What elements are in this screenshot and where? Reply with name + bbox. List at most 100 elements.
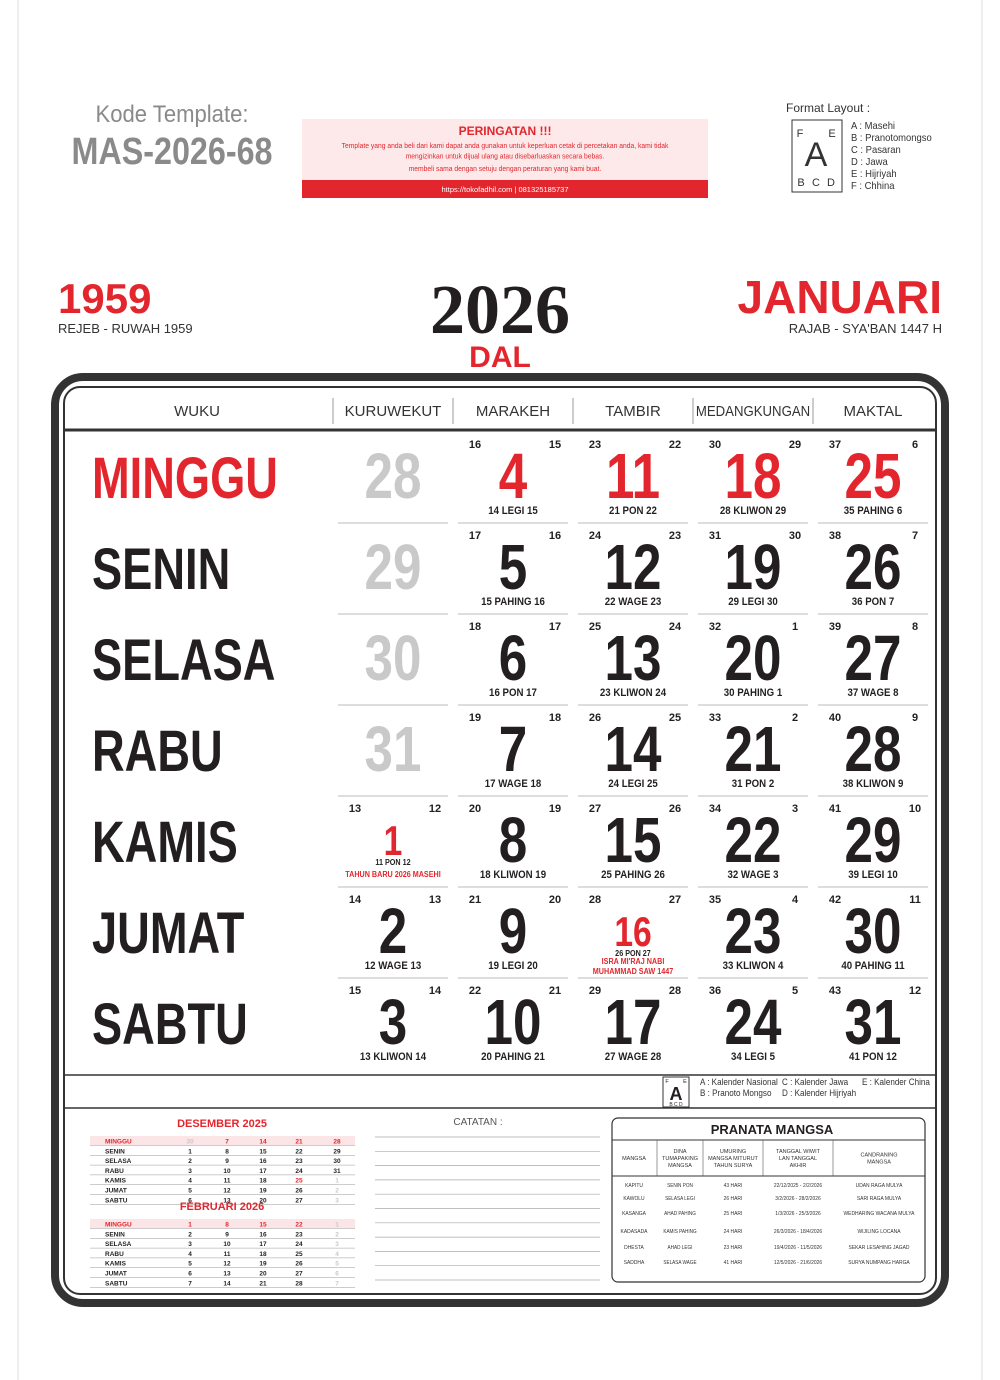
- hijri-day: 14: [349, 894, 362, 906]
- mini-date: 27: [295, 1271, 303, 1278]
- date: 23: [725, 897, 782, 968]
- legend-item: B : Pranoto Mongso: [700, 1088, 772, 1099]
- javanese-day: 7: [912, 530, 918, 542]
- mini-date: 1: [335, 1222, 339, 1229]
- header-label: TAMBIR: [605, 403, 661, 420]
- javanese-day: 16: [549, 530, 561, 542]
- mini-date: 5: [188, 1261, 192, 1268]
- mini-date: 4: [335, 1251, 339, 1258]
- mini-day: SELASA: [105, 1241, 132, 1248]
- date: 27: [845, 624, 902, 695]
- date: 6: [499, 624, 527, 695]
- javanese-day: 4: [792, 894, 799, 906]
- day-name: SELASA: [92, 629, 275, 694]
- javanese-day: 28: [669, 985, 681, 997]
- mini-day: JUMAT: [105, 1271, 127, 1278]
- mini-date: 26: [295, 1261, 303, 1268]
- date: 11: [606, 442, 660, 513]
- date: 3: [379, 988, 407, 1059]
- header-label: MARAKEH: [476, 403, 550, 420]
- year: 2026: [430, 272, 570, 349]
- pasaran: 29 LEGI 30: [728, 597, 778, 609]
- format-legend: A : Masehi: [851, 121, 895, 133]
- pasaran: 13 KLIWON 14: [360, 1052, 426, 1064]
- mini-date: 8: [225, 1148, 229, 1155]
- pranata-header: CANDRANING: [861, 1153, 898, 1159]
- pranata-cell: SEKAR LESAHING JAGAD: [849, 1245, 910, 1251]
- date: 15: [605, 806, 662, 877]
- pasaran: 19 LEGI 20: [488, 961, 538, 973]
- mini-date: 19: [259, 1188, 267, 1195]
- mini-date: 22: [295, 1148, 303, 1155]
- javanese-day: 22: [669, 439, 681, 451]
- pranata-cell: 3/2/2026 - 28/2/2026: [775, 1196, 821, 1202]
- date: 12: [605, 533, 662, 604]
- hijri-day: 17: [469, 530, 481, 542]
- hijri-day: 20: [469, 803, 481, 815]
- mini-day: RABU: [105, 1251, 124, 1258]
- date: 4: [499, 442, 527, 513]
- pasaran: 20 PAHING 21: [481, 1052, 545, 1064]
- mini-date: 29: [333, 1148, 341, 1155]
- pranata-cell: 25 HARI: [724, 1211, 743, 1217]
- mini-date: 12: [223, 1188, 231, 1195]
- mini-date: 2: [335, 1188, 339, 1195]
- notes-label: CATATAN :: [453, 1117, 502, 1128]
- javanese-day: 3: [792, 803, 798, 815]
- pranata-header: MANGSA MITURUT: [708, 1156, 758, 1162]
- hijri-day: 32: [709, 621, 721, 633]
- holiday-note: ISRA MI'RAJ NABI: [602, 957, 665, 966]
- javanese-day: 1: [792, 621, 798, 633]
- pasaran: 41 PON 12: [849, 1052, 897, 1064]
- day-name: MINGGU: [92, 447, 278, 512]
- day-name: SABTU: [92, 993, 248, 1058]
- pranata-cell: KADASADA: [621, 1229, 648, 1235]
- pranata-cell: SELASA WAGE: [663, 1260, 697, 1266]
- mini-date: 23: [295, 1158, 303, 1165]
- warning-bar: [302, 180, 708, 198]
- header-label: MAKTAL: [844, 403, 903, 420]
- javanese-day: 26: [669, 803, 681, 815]
- mini-sunday-band: [90, 1219, 355, 1228]
- hijri-day: 24: [589, 530, 602, 542]
- javanese-day: 20: [549, 894, 561, 906]
- warning-text: Template yang anda beli dari kami dapat …: [342, 142, 669, 150]
- frame: [51, 373, 949, 1307]
- hijri: RAJAB - SYA'BAN 1447 H: [789, 321, 942, 336]
- date: 22: [725, 806, 782, 877]
- format-legend: E : Hijriyah: [851, 169, 897, 181]
- mini-sunday-band: [90, 1136, 355, 1145]
- date: 28: [365, 442, 422, 513]
- pasaran: 11 PON 12: [375, 858, 410, 867]
- mini-date: 1: [335, 1178, 339, 1185]
- mini-date: 15: [259, 1222, 267, 1229]
- pasaran: 21 PON 22: [609, 506, 657, 518]
- mini-date: 31: [333, 1168, 341, 1175]
- mini-date: 2: [188, 1158, 192, 1165]
- warning-url: https://tokofadhil.com | 081325185737: [441, 185, 568, 194]
- pasaran: 22 WAGE 23: [605, 597, 662, 609]
- format-legend: D : Jawa: [851, 157, 888, 169]
- header-label: MEDANGKUNGAN: [696, 402, 810, 419]
- legend-item: C : Kalender Jawa: [782, 1077, 848, 1088]
- pranata-cell: 12/5/2026 - 21/6/2026: [774, 1260, 822, 1266]
- javanese-day: 6: [912, 439, 918, 451]
- pranata-header: TUMAPAKING: [662, 1156, 698, 1162]
- javanese-day: 9: [912, 712, 918, 724]
- format-box: [791, 119, 843, 193]
- pasaran: 25 PAHING 26: [601, 870, 665, 882]
- pasaran: 15 PAHING 16: [481, 597, 545, 609]
- format-legend: B : Pranotomongso: [851, 133, 932, 145]
- mini-date: 12: [223, 1261, 231, 1268]
- pasaran: 37 WAGE 8: [847, 688, 898, 700]
- pranata-cell: WIJILING LOCANA: [857, 1229, 901, 1235]
- pranata-cell: 22/12/2025 - 2/2/2026: [774, 1183, 822, 1189]
- mini-date: 3: [188, 1168, 192, 1175]
- javanese-day: 24: [669, 621, 682, 633]
- year-name: DAL: [469, 341, 531, 374]
- pranata-cell: SELASA LEGI: [665, 1196, 695, 1202]
- pranata-cell: 24 HARI: [724, 1229, 743, 1235]
- javanese-day: 17: [549, 621, 561, 633]
- pranata-cell: SENIN PON: [667, 1183, 693, 1189]
